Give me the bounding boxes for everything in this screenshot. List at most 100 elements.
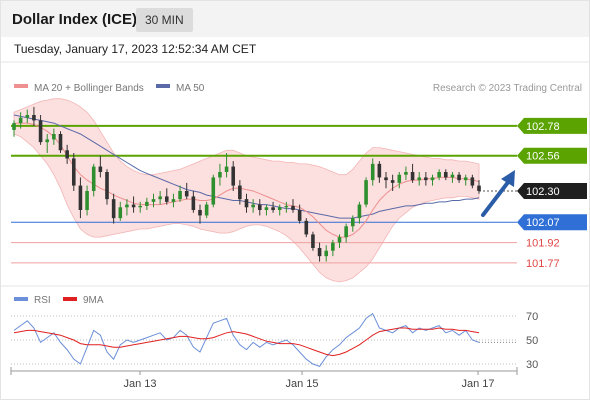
candle-body — [257, 204, 262, 210]
candle-body — [344, 226, 348, 238]
candle-body — [304, 220, 309, 235]
candle-body — [65, 150, 69, 159]
candle-body — [204, 204, 209, 216]
ma20-line — [14, 122, 480, 238]
candle-body — [417, 177, 422, 181]
candle-body — [463, 177, 468, 181]
candle-body — [158, 196, 162, 200]
candle-body — [224, 166, 229, 172]
candle-body — [18, 117, 23, 124]
candle-body — [291, 205, 295, 210]
candle-body — [477, 185, 481, 191]
candle-body — [277, 207, 282, 210]
instrument-title: Dollar Index (ICE) — [12, 11, 138, 28]
rsi-line — [13, 312, 480, 368]
candle-body — [78, 185, 83, 210]
ma20-legend-label: MA 20 + Bollinger Bands — [34, 83, 144, 94]
ma50-legend-swatch — [156, 84, 170, 88]
rsi-ma-legend-swatch — [63, 297, 77, 301]
candle-body — [38, 120, 43, 143]
level-label-box — [517, 214, 587, 231]
candle-body — [404, 172, 408, 175]
rsi-tick-label: 30 — [526, 359, 538, 371]
time-axis-labels: Jan 13 Jan 15 Jan 17 — [10, 367, 518, 390]
candle-body — [271, 207, 275, 210]
candle-body — [238, 185, 242, 200]
candle-body — [171, 199, 176, 202]
candle-body — [45, 139, 50, 143]
last-price-box — [517, 183, 587, 199]
candle-body — [324, 250, 329, 257]
candle-body — [58, 134, 63, 151]
timeframe-button[interactable]: 30 MIN — [136, 8, 193, 32]
rsi-tick-label: 70 — [526, 311, 538, 323]
bollinger-band-area — [13, 98, 480, 283]
ma20-legend-swatch — [14, 84, 28, 88]
candle-body — [164, 196, 169, 202]
candle-body — [98, 166, 103, 172]
candle-body — [111, 199, 116, 219]
rsi-ma-legend-label: 9MA — [83, 295, 104, 306]
last-price-label: 102.30 — [526, 186, 560, 198]
copyright-notice: Research © 2023 Trading Central — [433, 83, 582, 94]
time-tick-label: Jan 15 — [285, 378, 318, 390]
rsi-ma-line — [13, 327, 480, 357]
candle-body — [297, 210, 302, 221]
level-label: 102.56 — [526, 151, 560, 163]
candle-body — [184, 191, 189, 197]
candle-body — [52, 134, 56, 140]
candle-body — [85, 191, 89, 210]
forecast-arrow-icon — [481, 170, 515, 217]
candle-body — [25, 115, 30, 118]
rsi-legend-swatch — [14, 297, 28, 301]
candle-body — [151, 199, 156, 202]
candle-body — [125, 204, 129, 208]
candle-body — [91, 166, 96, 191]
bollinger-bands — [13, 98, 480, 283]
candle-body — [350, 218, 355, 227]
candle-body — [317, 248, 322, 257]
candle-body — [377, 163, 382, 178]
candle-body — [198, 210, 202, 216]
rsi-tick-label: 50 — [526, 335, 538, 347]
candle-body — [118, 207, 123, 219]
candle-body — [424, 177, 428, 181]
candle-body — [131, 204, 136, 208]
candle-body — [457, 174, 461, 181]
candle-body — [410, 172, 415, 181]
candle-body — [284, 205, 289, 208]
candle-body — [443, 172, 448, 178]
candle-body — [231, 166, 236, 186]
candlesticks — [12, 106, 481, 262]
level-label: 102.78 — [526, 121, 560, 133]
candle-body — [244, 199, 249, 208]
candle-body — [430, 177, 435, 181]
candle-body — [370, 163, 375, 181]
level-label: 102.07 — [526, 217, 560, 229]
time-tick-label: Jan 13 — [123, 378, 156, 390]
support-resistance-levels: 102.78 102.56 102.07 101.92 101.77 102.30 — [11, 117, 587, 270]
level-label-box — [517, 117, 587, 134]
chart-datetime: Tuesday, January 17, 2023 12:52:34 AM CE… — [14, 42, 257, 56]
ma50-legend-label: MA 50 — [176, 83, 205, 94]
candle-body — [311, 234, 315, 248]
candle-body — [251, 204, 255, 208]
candle-body — [71, 158, 76, 186]
candle-body — [105, 172, 109, 200]
candle-body — [450, 174, 455, 178]
chart-header: Dollar Index (ICE) 30 MIN — [1, 1, 589, 37]
candle-body — [191, 196, 196, 210]
candle-body — [138, 205, 143, 208]
rsi-legend-label: RSI — [34, 295, 51, 306]
candle-body — [32, 115, 36, 121]
rsi-panel: 30 50 70 — [11, 311, 538, 371]
level-label-box — [517, 147, 587, 164]
candle-body — [218, 172, 222, 178]
level-label: 101.77 — [526, 258, 560, 270]
candle-body — [211, 177, 216, 205]
candle-body — [331, 242, 335, 251]
candle-body — [364, 180, 368, 205]
candle-body — [264, 207, 269, 210]
